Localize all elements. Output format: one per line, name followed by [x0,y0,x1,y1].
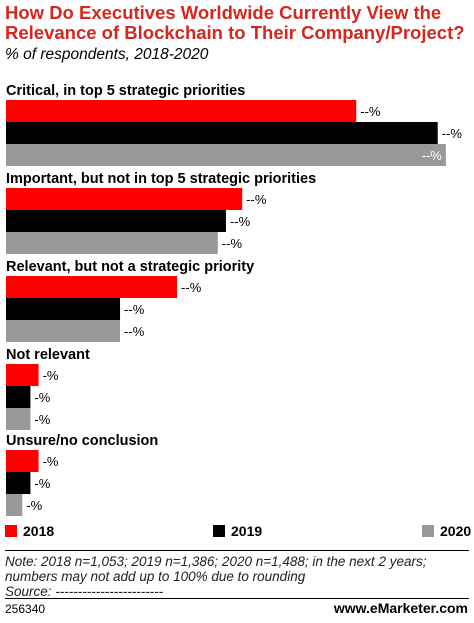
data-label-important-but-not-in-top-5-strategic-priorities-2018: --% [246,192,267,207]
legend-swatch-2018 [5,525,17,537]
footer-divider [5,598,469,599]
brand-suffix: .com [435,600,468,616]
bar-unsure-no-conclusion-2020 [6,494,23,516]
data-label-important-but-not-in-top-5-strategic-priorities-2019: --% [230,214,251,229]
bar-unsure-no-conclusion-2018 [6,450,39,472]
note-divider [5,550,469,551]
data-label-important-but-not-in-top-5-strategic-priorities-2020: --% [222,236,243,251]
legend-item-2019: 2019 [213,523,262,539]
data-label-relevant-but-not-a-strategic-priority-2020: --% [124,324,145,339]
chart-title: How Do Executives Worldwide Currently Vi… [5,2,465,43]
data-label-relevant-but-not-a-strategic-priority-2018: --% [181,280,202,295]
brand-prefix: www. [333,600,370,616]
legend-item-2018: 2018 [5,523,54,539]
bar-not-relevant-2020 [6,408,31,430]
bar-relevant-but-not-a-strategic-priority-2019 [6,298,121,320]
brand-name: eMarketer [369,600,436,616]
category-label-important-but-not-in-top-5-strategic-priorities: Important, but not in top 5 strategic pr… [6,171,316,187]
legend-label-2018: 2018 [23,523,55,539]
brand-url: www.eMarketer.com [334,600,468,616]
category-label-relevant-but-not-a-strategic-priority: Relevant, but not a strategic priority [6,259,254,275]
bar-critical-in-top-5-strategic-priorities-2019 [6,122,438,144]
data-label-critical-in-top-5-strategic-priorities-2018: --% [360,104,381,119]
data-label-critical-in-top-5-strategic-priorities-2020: --% [422,148,443,163]
bar-important-but-not-in-top-5-strategic-priorities-2019 [6,210,226,232]
data-label-relevant-but-not-a-strategic-priority-2019: --% [124,302,145,317]
legend-swatch-2019 [213,525,225,537]
data-label-unsure-no-conclusion-2020: -% [26,498,42,513]
bar-chart: Critical, in top 5 strategic priorities -… [6,83,463,516]
bar-important-but-not-in-top-5-strategic-priorities-2018 [6,188,243,210]
bar-important-but-not-in-top-5-strategic-priorities-2020 [6,232,218,254]
legend-label-2020: 2020 [440,523,472,539]
data-label-not-relevant-2018: -% [43,368,59,383]
source-text: Source: ------------------------ [5,584,164,599]
data-label-unsure-no-conclusion-2019: -% [34,476,50,491]
bar-unsure-no-conclusion-2019 [6,472,31,494]
category-label-not-relevant: Not relevant [6,347,90,363]
bar-critical-in-top-5-strategic-priorities-2018 [6,100,357,122]
chart-id: 256340 [5,602,46,616]
legend-swatch-2020 [422,525,434,537]
data-label-critical-in-top-5-strategic-priorities-2019: --% [442,126,463,141]
legend-item-2020: 2020 [422,523,471,539]
bar-not-relevant-2019 [6,386,31,408]
data-label-unsure-no-conclusion-2018: -% [43,454,59,469]
bar-critical-in-top-5-strategic-priorities-2020 [6,144,446,166]
bar-not-relevant-2018 [6,364,39,386]
legend-label-2019: 2019 [231,523,263,539]
category-label-unsure-no-conclusion: Unsure/no conclusion [6,433,158,449]
bar-relevant-but-not-a-strategic-priority-2018 [6,276,178,298]
category-label-critical-in-top-5-strategic-priorities: Critical, in top 5 strategic priorities [6,83,245,99]
footnote: Note: 2018 n=1,053; 2019 n=1,386; 2020 n… [5,554,469,599]
legend: 2018 2019 2020 [0,523,474,543]
data-label-not-relevant-2020: -% [34,412,50,427]
data-label-not-relevant-2019: -% [34,390,50,405]
note-text: Note: 2018 n=1,053; 2019 n=1,386; 2020 n… [5,554,427,584]
chart-subtitle: % of respondents, 2018-2020 [5,46,209,63]
bar-relevant-but-not-a-strategic-priority-2020 [6,320,121,342]
